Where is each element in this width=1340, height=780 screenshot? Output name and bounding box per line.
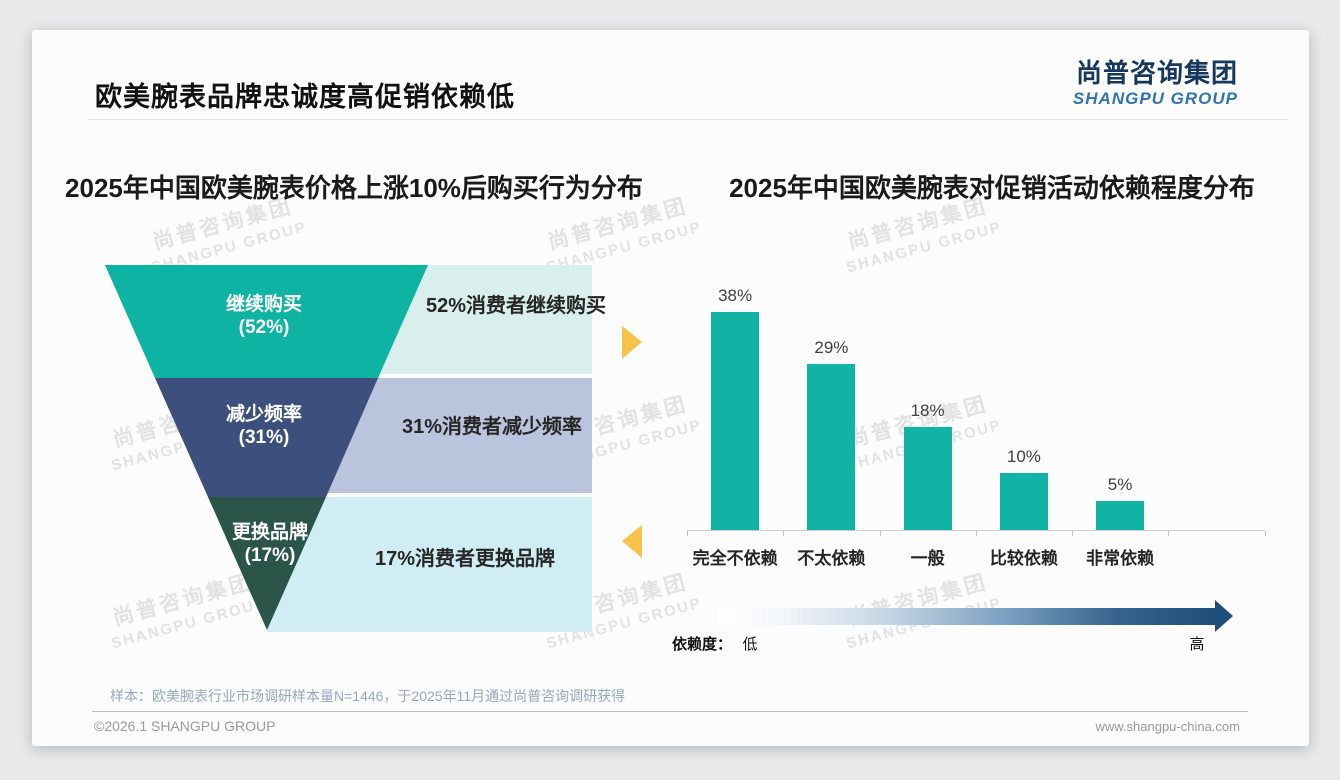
funnel-chart: 继续购买 (52%) 减少频率 (31%) 更换品牌 (17%) 52%消费者继… <box>92 260 652 640</box>
footer-url[interactable]: www.shangpu-china.com <box>1095 719 1240 734</box>
brand-logo-cn: 尚普咨询集团 <box>1075 58 1238 88</box>
footer-copyright: ©2026.1 SHANGPU GROUP <box>94 718 276 734</box>
funnel-chart-title: 2025年中国欧美腕表价格上涨10%后购买行为分布 <box>65 173 643 203</box>
dependence-gradient-bar <box>717 608 1215 625</box>
dependence-high-label: 高 <box>1189 636 1205 653</box>
bar-chart-title: 2025年中国欧美腕表对促销活动依赖程度分布 <box>729 173 1255 203</box>
axis-tick <box>880 531 881 536</box>
funnel-stage-3 <box>208 497 326 630</box>
page-title: 欧美腕表品牌忠诚度高促销依赖低 <box>95 82 515 112</box>
bar-value-label: 38% <box>718 286 753 305</box>
arrow-left-icon <box>622 525 642 558</box>
axis-tick <box>1265 531 1266 536</box>
bar-value-label: 29% <box>814 338 849 357</box>
funnel-stage-1-label: 继续购买 (52%) <box>225 294 302 338</box>
funnel-stage-3-label: 更换品牌 (17%) <box>231 522 308 566</box>
bar <box>903 427 952 530</box>
bar-value-label: 5% <box>1107 475 1133 494</box>
bar-category-label: 非常依赖 <box>1086 549 1155 568</box>
bar-category-label: 不太依赖 <box>797 549 866 568</box>
bar <box>999 473 1048 530</box>
x-axis <box>687 530 1265 531</box>
funnel-stage-2-label: 减少频率 (31%) <box>225 404 302 448</box>
dependence-gradient-arrowhead-icon <box>1215 600 1233 632</box>
header-divider <box>88 119 1289 120</box>
bar <box>1096 501 1145 530</box>
funnel-panel-3 <box>267 497 592 632</box>
funnel-annotation-2: 31%消费者减少频率 <box>401 416 583 438</box>
bar-category-label: 完全不依赖 <box>692 549 778 568</box>
bar-category-label: 一般 <box>910 549 945 568</box>
axis-tick <box>976 531 977 536</box>
dependence-low-label: 低 <box>742 636 758 653</box>
bar <box>807 364 856 530</box>
funnel-annotation-1: 52%消费者继续购买 <box>425 295 607 317</box>
axis-tick <box>687 531 688 536</box>
funnel-stage-1 <box>105 265 428 378</box>
brand-logo: 尚普咨询集团 SHANGPU GROUP <box>1073 60 1238 107</box>
bar-category-label: 比较依赖 <box>989 549 1058 568</box>
dependence-label: 依赖度： <box>672 636 733 653</box>
bar-value-label: 10% <box>1006 447 1041 466</box>
axis-tick <box>1072 531 1073 536</box>
funnel-svg <box>105 265 642 632</box>
sample-note: 样本：欧美腕表行业市场调研样本量N=1446，于2025年11月通过尚普咨询调研… <box>110 688 626 704</box>
footer-divider <box>92 711 1248 712</box>
axis-tick <box>783 531 784 536</box>
slide: 尚普咨询集团 SHANGPU GROUP 尚普咨询集团 SHANGPU GROUP 尚普… <box>32 30 1309 746</box>
arrow-right-icon <box>622 326 642 359</box>
funnel-stage-2 <box>155 378 378 497</box>
bar <box>711 312 760 530</box>
bar-chart: 38% 完全不依赖 29% 不太依赖 18% 一般 10% 比较依赖 5% 非常依赖 <box>687 282 1267 582</box>
axis-tick <box>1168 531 1169 536</box>
bar-value-label: 18% <box>910 401 945 420</box>
brand-logo-en: SHANGPU GROUP <box>1072 89 1238 108</box>
funnel-annotation-3: 17%消费者更换品牌 <box>374 548 556 570</box>
